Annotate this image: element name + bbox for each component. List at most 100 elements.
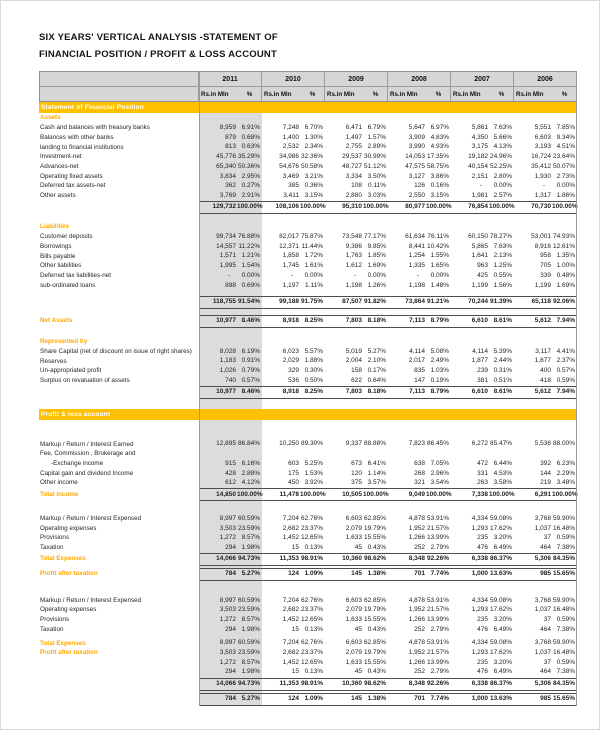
percent-cell: 60.59% bbox=[237, 639, 260, 647]
percent-cell: 3.20% bbox=[493, 658, 512, 666]
amount-cell: 1,197 bbox=[282, 281, 299, 289]
table-row: Provisions 1,272 8.57% 1,452 12.65% 1,633 15.5… bbox=[39, 615, 577, 625]
amount-cell: 34,986 bbox=[279, 153, 299, 161]
row-values: 14,557 11.22% 12,371 11.44% 9,386 9.85% 8,441 1… bbox=[199, 242, 577, 252]
percent-cell: 51.12% bbox=[363, 162, 386, 170]
percent-cell: 15.55% bbox=[363, 616, 386, 624]
percent-cell: 59.08% bbox=[489, 639, 512, 647]
percent-cell: 86.37% bbox=[489, 555, 512, 563]
row-values: 14,066 94.73% 11,353 98.91% 10,360 98.62% 8,34… bbox=[199, 677, 577, 691]
percent-cell: 1.09% bbox=[304, 570, 323, 578]
amount-cell: 1,858 bbox=[282, 252, 299, 260]
row-label: Bills payable bbox=[40, 252, 76, 260]
percent-cell: 13.99% bbox=[426, 534, 449, 542]
amount-cell: 1,000 bbox=[471, 694, 488, 702]
amount-cell: 120 bbox=[351, 469, 362, 477]
amount-cell: 5,306 bbox=[534, 679, 551, 687]
percent-cell: 1.21% bbox=[241, 252, 260, 260]
total-row: Total Expenses 14,066 94.73% 11,353 98.91% 10… bbox=[39, 553, 577, 567]
amount-cell: 622 bbox=[351, 376, 362, 384]
row-values: 65,340 50.36% 54,676 50.58% 48,727 51.12% 47,5… bbox=[199, 162, 577, 172]
amount-cell: 16,724 bbox=[531, 153, 551, 161]
percent-cell: 1.69% bbox=[367, 262, 386, 270]
percent-cell: 5.66% bbox=[493, 133, 512, 141]
amount-cell: 7,113 bbox=[409, 316, 425, 324]
amount-cell: 5,612 bbox=[534, 388, 551, 396]
table-row: Taxation 294 1.98% 15 0.13% 45 0.43% 252 2.79% 47… bbox=[39, 543, 577, 553]
financial-table: 2011 2010 2009 2008 2007 2006 Rs.in Mln% Rs.in … bbox=[39, 71, 578, 706]
table-row: Other assets 3,769 2.91% 3,411 3.15% 2,880 3.0… bbox=[39, 191, 577, 201]
row-values: 612 4.12% 450 3.92% 375 3.57% 321 3.54% 263 3.58%… bbox=[199, 479, 577, 489]
table-row: Advances-net 65,340 50.36% 54,676 50.58% 48,7… bbox=[39, 162, 577, 172]
percent-cell: 8.61% bbox=[493, 388, 512, 396]
amount-cell: 235 bbox=[477, 616, 488, 624]
amount-cell: 8,997 bbox=[219, 514, 236, 522]
percent-cell: 6.49% bbox=[493, 543, 512, 551]
percent-cell: 2.34% bbox=[304, 143, 323, 151]
percent-cell: 23.37% bbox=[300, 649, 323, 657]
amount-cell: 1,198 bbox=[345, 281, 362, 289]
amount-cell: 10,977 bbox=[216, 388, 236, 396]
percent-cell: 2.49% bbox=[430, 357, 449, 365]
amount-cell: 126 bbox=[414, 182, 425, 190]
percent-cell: 100.00% bbox=[363, 490, 389, 498]
unit-header-group: Rs.in Mln% bbox=[261, 87, 324, 101]
row-label: Advances-net bbox=[40, 162, 79, 170]
percent-cell: 3.21% bbox=[304, 172, 323, 180]
row-label: Capital gain and dividend Income bbox=[40, 469, 134, 477]
percent-cell: 1.54% bbox=[241, 262, 260, 270]
amount-cell: 7,803 bbox=[345, 388, 362, 396]
row-label: Other liabilities bbox=[40, 262, 82, 270]
percent-cell: 0.43% bbox=[367, 668, 386, 676]
row-label: Net Assets bbox=[40, 316, 73, 324]
amount-cell: 40,154 bbox=[468, 162, 488, 170]
amount-cell: 1,612 bbox=[345, 262, 362, 270]
amount-cell: 12,371 bbox=[279, 242, 299, 250]
amount-cell: 1,293 bbox=[471, 606, 488, 614]
percent-cell: 75.87% bbox=[300, 233, 323, 241]
percent-cell: 60.59% bbox=[237, 514, 260, 522]
percent-cell: 6.79% bbox=[367, 124, 386, 132]
row-values: 3,503 23.59% 2,682 23.37% 2,079 19.79% 1,952 21… bbox=[199, 649, 577, 659]
row-values: 3,834 2.95% 3,469 3.21% 3,334 3.50% 3,127 3.86%… bbox=[199, 172, 577, 182]
percent-cell: 19.79% bbox=[363, 649, 386, 657]
amount-cell: 784 bbox=[225, 570, 236, 578]
amount-cell: 331 bbox=[477, 469, 488, 477]
amount-cell: 638 bbox=[414, 459, 425, 467]
amount-cell: 464 bbox=[540, 625, 551, 633]
amount-cell: 1,452 bbox=[282, 534, 299, 542]
percent-cell: 1.98% bbox=[241, 668, 260, 676]
total-row: Net Assets 10,977 8.46% 8,918 8.25% 7,803 8.18… bbox=[39, 314, 577, 328]
amount-cell: 10,505 bbox=[342, 490, 362, 498]
amount-cell: 985 bbox=[540, 570, 551, 578]
percent-cell: 3.20% bbox=[493, 616, 512, 624]
amount-cell: 45,776 bbox=[216, 153, 236, 161]
amount-cell: 784 bbox=[225, 694, 236, 702]
amount-cell: 2,682 bbox=[282, 524, 299, 532]
row-values: 99,734 76.88% 82,017 75.87% 73,548 77.17% 61,6… bbox=[199, 233, 577, 243]
total-row: 118,755 91.54% 99,188 91.75% 87,507 91.82% 73,… bbox=[39, 295, 577, 309]
percent-cell: 0.64% bbox=[367, 376, 386, 384]
percent-cell: 0.13% bbox=[304, 543, 323, 551]
amount-cell: 263 bbox=[477, 479, 488, 487]
year-column-header: 2008 bbox=[387, 72, 450, 86]
amount-cell: 1,026 bbox=[219, 367, 236, 375]
amount-cell: 252 bbox=[414, 668, 425, 676]
amount-cell: 11,353 bbox=[279, 555, 299, 563]
percent-cell: 11.44% bbox=[301, 242, 323, 250]
percent-cell: 1.98% bbox=[241, 625, 260, 633]
amount-cell: 536 bbox=[288, 376, 299, 384]
percent-cell: 1.56% bbox=[493, 281, 512, 289]
percent-cell: 3.86% bbox=[430, 172, 449, 180]
percent-cell: 91.21% bbox=[426, 297, 449, 305]
amount-cell: 11,478 bbox=[279, 490, 299, 498]
amount-cell: 3,193 bbox=[534, 143, 551, 151]
percent-cell: 85.47% bbox=[489, 440, 512, 448]
row-values: 8,028 6.19% 6,023 5.57% 5,019 5.27% 4,114 5.08%… bbox=[199, 347, 577, 357]
percent-cell: 0.00% bbox=[556, 182, 575, 190]
amount-cell: 14,850 bbox=[216, 490, 236, 498]
percent-cell: 98.62% bbox=[363, 679, 386, 687]
amount-cell: - bbox=[542, 182, 545, 190]
amount-cell: 6,603 bbox=[534, 133, 551, 141]
